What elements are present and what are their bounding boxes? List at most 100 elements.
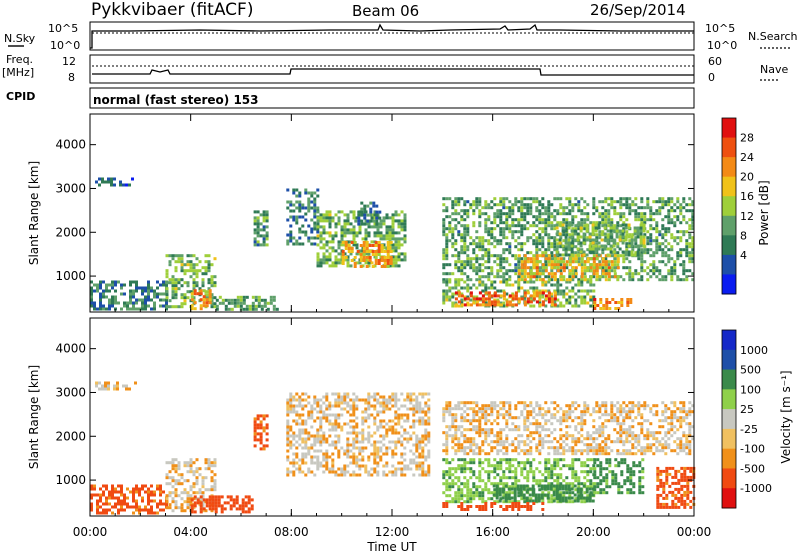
heatmap-cell <box>445 209 449 213</box>
heatmap-cell <box>400 225 404 229</box>
heatmap-cell <box>688 251 692 255</box>
heatmap-cell <box>610 266 614 270</box>
heatmap-cell <box>583 437 587 441</box>
heatmap-cell <box>105 502 108 506</box>
heatmap-cell <box>481 410 485 414</box>
heatmap-cell <box>213 488 217 492</box>
heatmap-cell <box>325 404 329 408</box>
heatmap-cell <box>375 219 379 223</box>
heatmap-cell <box>96 307 99 311</box>
heatmap-cell <box>195 482 199 486</box>
heatmap-cell <box>236 304 240 308</box>
heatmap-cell <box>204 476 208 480</box>
heatmap-cell <box>337 455 341 459</box>
heatmap-cell <box>529 449 533 453</box>
heatmap-cell <box>631 443 635 447</box>
heatmap-cell <box>180 293 184 297</box>
colorbar-tick-label: 24 <box>740 151 754 164</box>
heatmap-cell <box>664 239 668 243</box>
heatmap-cell <box>580 410 584 414</box>
heatmap-cell <box>111 304 114 308</box>
heatmap-cell <box>341 262 345 265</box>
heatmap-cell <box>682 215 686 219</box>
heatmap-cell <box>247 501 251 505</box>
heatmap-cell <box>586 260 590 264</box>
heatmap-cell <box>661 254 665 258</box>
heatmap-cell <box>562 206 566 210</box>
heatmap-cell <box>208 289 212 293</box>
heatmap-cell <box>370 413 374 417</box>
heatmap-cell <box>210 278 214 282</box>
nsearch-tick-bottom: 10^0 <box>707 39 737 52</box>
heatmap-cell <box>499 233 503 237</box>
heatmap-cell <box>655 266 659 270</box>
heatmap-cell <box>132 496 135 500</box>
heatmap-cell <box>165 298 168 302</box>
heatmap-cell <box>177 494 181 498</box>
heatmap-cell <box>598 212 602 216</box>
heatmap-cell <box>628 440 632 444</box>
heatmap-cell <box>469 257 473 261</box>
heatmap-cell <box>490 440 494 444</box>
heatmap-cell <box>553 266 557 270</box>
heatmap-cell <box>484 428 488 432</box>
heatmap-cell <box>652 263 656 267</box>
heatmap-cell <box>532 294 536 298</box>
heatmap-cell <box>289 461 293 465</box>
heatmap-cell <box>265 225 269 229</box>
heatmap-cell <box>460 413 464 417</box>
heatmap-cell <box>254 307 258 311</box>
heatmap-cell <box>310 230 314 234</box>
heatmap-cell <box>538 221 542 225</box>
heatmap-cell <box>102 484 105 488</box>
heatmap-cell <box>108 496 111 500</box>
heatmap-cell <box>607 419 611 423</box>
heatmap-cell <box>661 200 665 204</box>
heatmap-cell <box>199 304 203 308</box>
heatmap-cell <box>409 434 413 438</box>
heatmap-cell <box>514 272 518 276</box>
heatmap-cell <box>559 419 563 423</box>
heatmap-cell <box>108 502 111 506</box>
heatmap-cell <box>619 404 623 408</box>
heatmap-cell <box>604 443 608 447</box>
heatmap-cell <box>369 213 373 217</box>
heatmap-cell <box>493 221 497 225</box>
heatmap-cell <box>195 479 199 483</box>
colorbar-swatch <box>722 118 736 139</box>
heatmap-cell <box>472 212 476 216</box>
heatmap-cell <box>487 251 491 255</box>
heatmap-cell <box>541 230 545 234</box>
heatmap-cell <box>523 404 527 408</box>
heatmap-cell <box>269 295 273 299</box>
heatmap-cell <box>463 404 467 408</box>
heatmap-cell <box>598 245 602 249</box>
heatmap-cell <box>562 266 566 270</box>
heatmap-cell <box>529 251 533 255</box>
heatmap-cell <box>601 221 605 225</box>
heatmap-cell <box>487 434 491 438</box>
heatmap-cell <box>493 294 497 298</box>
heatmap-cell <box>334 425 338 429</box>
heatmap-cell <box>523 272 527 276</box>
heatmap-cell <box>502 304 506 308</box>
heatmap-cell <box>116 381 119 385</box>
heatmap-cell <box>415 395 419 399</box>
heatmap-cell <box>514 297 518 301</box>
heatmap-cell <box>373 467 377 471</box>
heatmap-cell <box>457 251 461 255</box>
heatmap-cell <box>304 206 308 210</box>
heatmap-cell <box>301 428 305 432</box>
heatmap-cell <box>356 250 360 253</box>
heatmap-cell <box>391 395 395 399</box>
heatmap-cell <box>343 464 347 468</box>
heatmap-cell <box>610 449 614 453</box>
heatmap-cell <box>484 227 488 231</box>
heatmap-cell <box>613 224 617 228</box>
heatmap-cell <box>631 404 635 408</box>
heatmap-cell <box>346 446 350 450</box>
heatmap-cell <box>310 446 314 450</box>
heatmap-cell <box>418 416 422 420</box>
heatmap-cell <box>350 247 354 250</box>
heatmap-cell <box>595 437 599 441</box>
